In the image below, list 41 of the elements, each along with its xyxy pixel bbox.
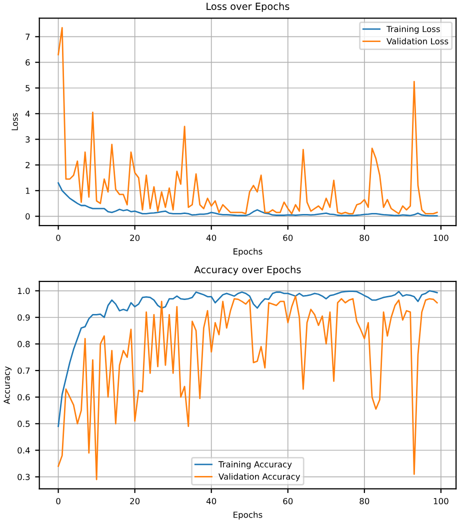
x-tick-label: 40: [206, 234, 216, 241]
x-tick-label: 20: [130, 234, 140, 241]
y-tick-label: 1.0: [18, 288, 30, 294]
x-tick-label: 40: [206, 498, 216, 504]
y-tick-label: 0.5: [18, 420, 30, 427]
y-tick-label: 0.6: [18, 394, 30, 400]
y-tick-label: 2: [26, 162, 30, 168]
y-tick-label: 0.7: [18, 368, 30, 374]
chart-title: Loss over Epochs: [206, 2, 290, 12]
y-tick-label: 7: [26, 34, 30, 40]
x-tick-label: 0: [56, 498, 60, 504]
x-tick-label: 60: [283, 498, 293, 504]
y-tick-label: 0.9: [18, 314, 30, 321]
x-tick-label: 100: [434, 234, 448, 241]
legend-label: Training Loss: [386, 26, 440, 34]
chart-title: Accuracy over Epochs: [194, 266, 301, 276]
x-tick-label: 20: [130, 498, 140, 504]
y-tick-label: 6: [26, 59, 30, 66]
x-axis-title: Epochs: [234, 248, 262, 256]
y-tick-label: 0: [26, 213, 30, 220]
x-tick-label: 100: [434, 498, 448, 504]
y-axis-title: Loss: [12, 113, 18, 130]
line-series: [58, 182, 438, 216]
line-series: [58, 290, 438, 428]
x-tick-label: 0: [56, 234, 60, 241]
y-axis-title: Accuracy: [4, 366, 12, 404]
x-tick-label: 80: [360, 498, 370, 504]
y-tick-label: 5: [26, 85, 30, 92]
y-tick-label: 3: [26, 136, 30, 143]
x-axis-title: Epochs: [234, 511, 262, 520]
y-tick-label: 1: [26, 188, 30, 194]
y-tick-label: 0.3: [18, 474, 30, 480]
y-tick-label: 0.4: [18, 447, 30, 454]
x-tick-label: 60: [283, 234, 293, 241]
x-tick-label: 80: [360, 234, 370, 241]
y-tick-label: 4: [25, 110, 30, 117]
legend-label: Validation Loss: [386, 38, 448, 44]
legend-label: Validation Accuracy: [218, 473, 300, 482]
y-tick-label: 0.8: [18, 340, 30, 348]
line-series: [58, 295, 438, 480]
legend-label: Training Accuracy: [218, 461, 292, 470]
